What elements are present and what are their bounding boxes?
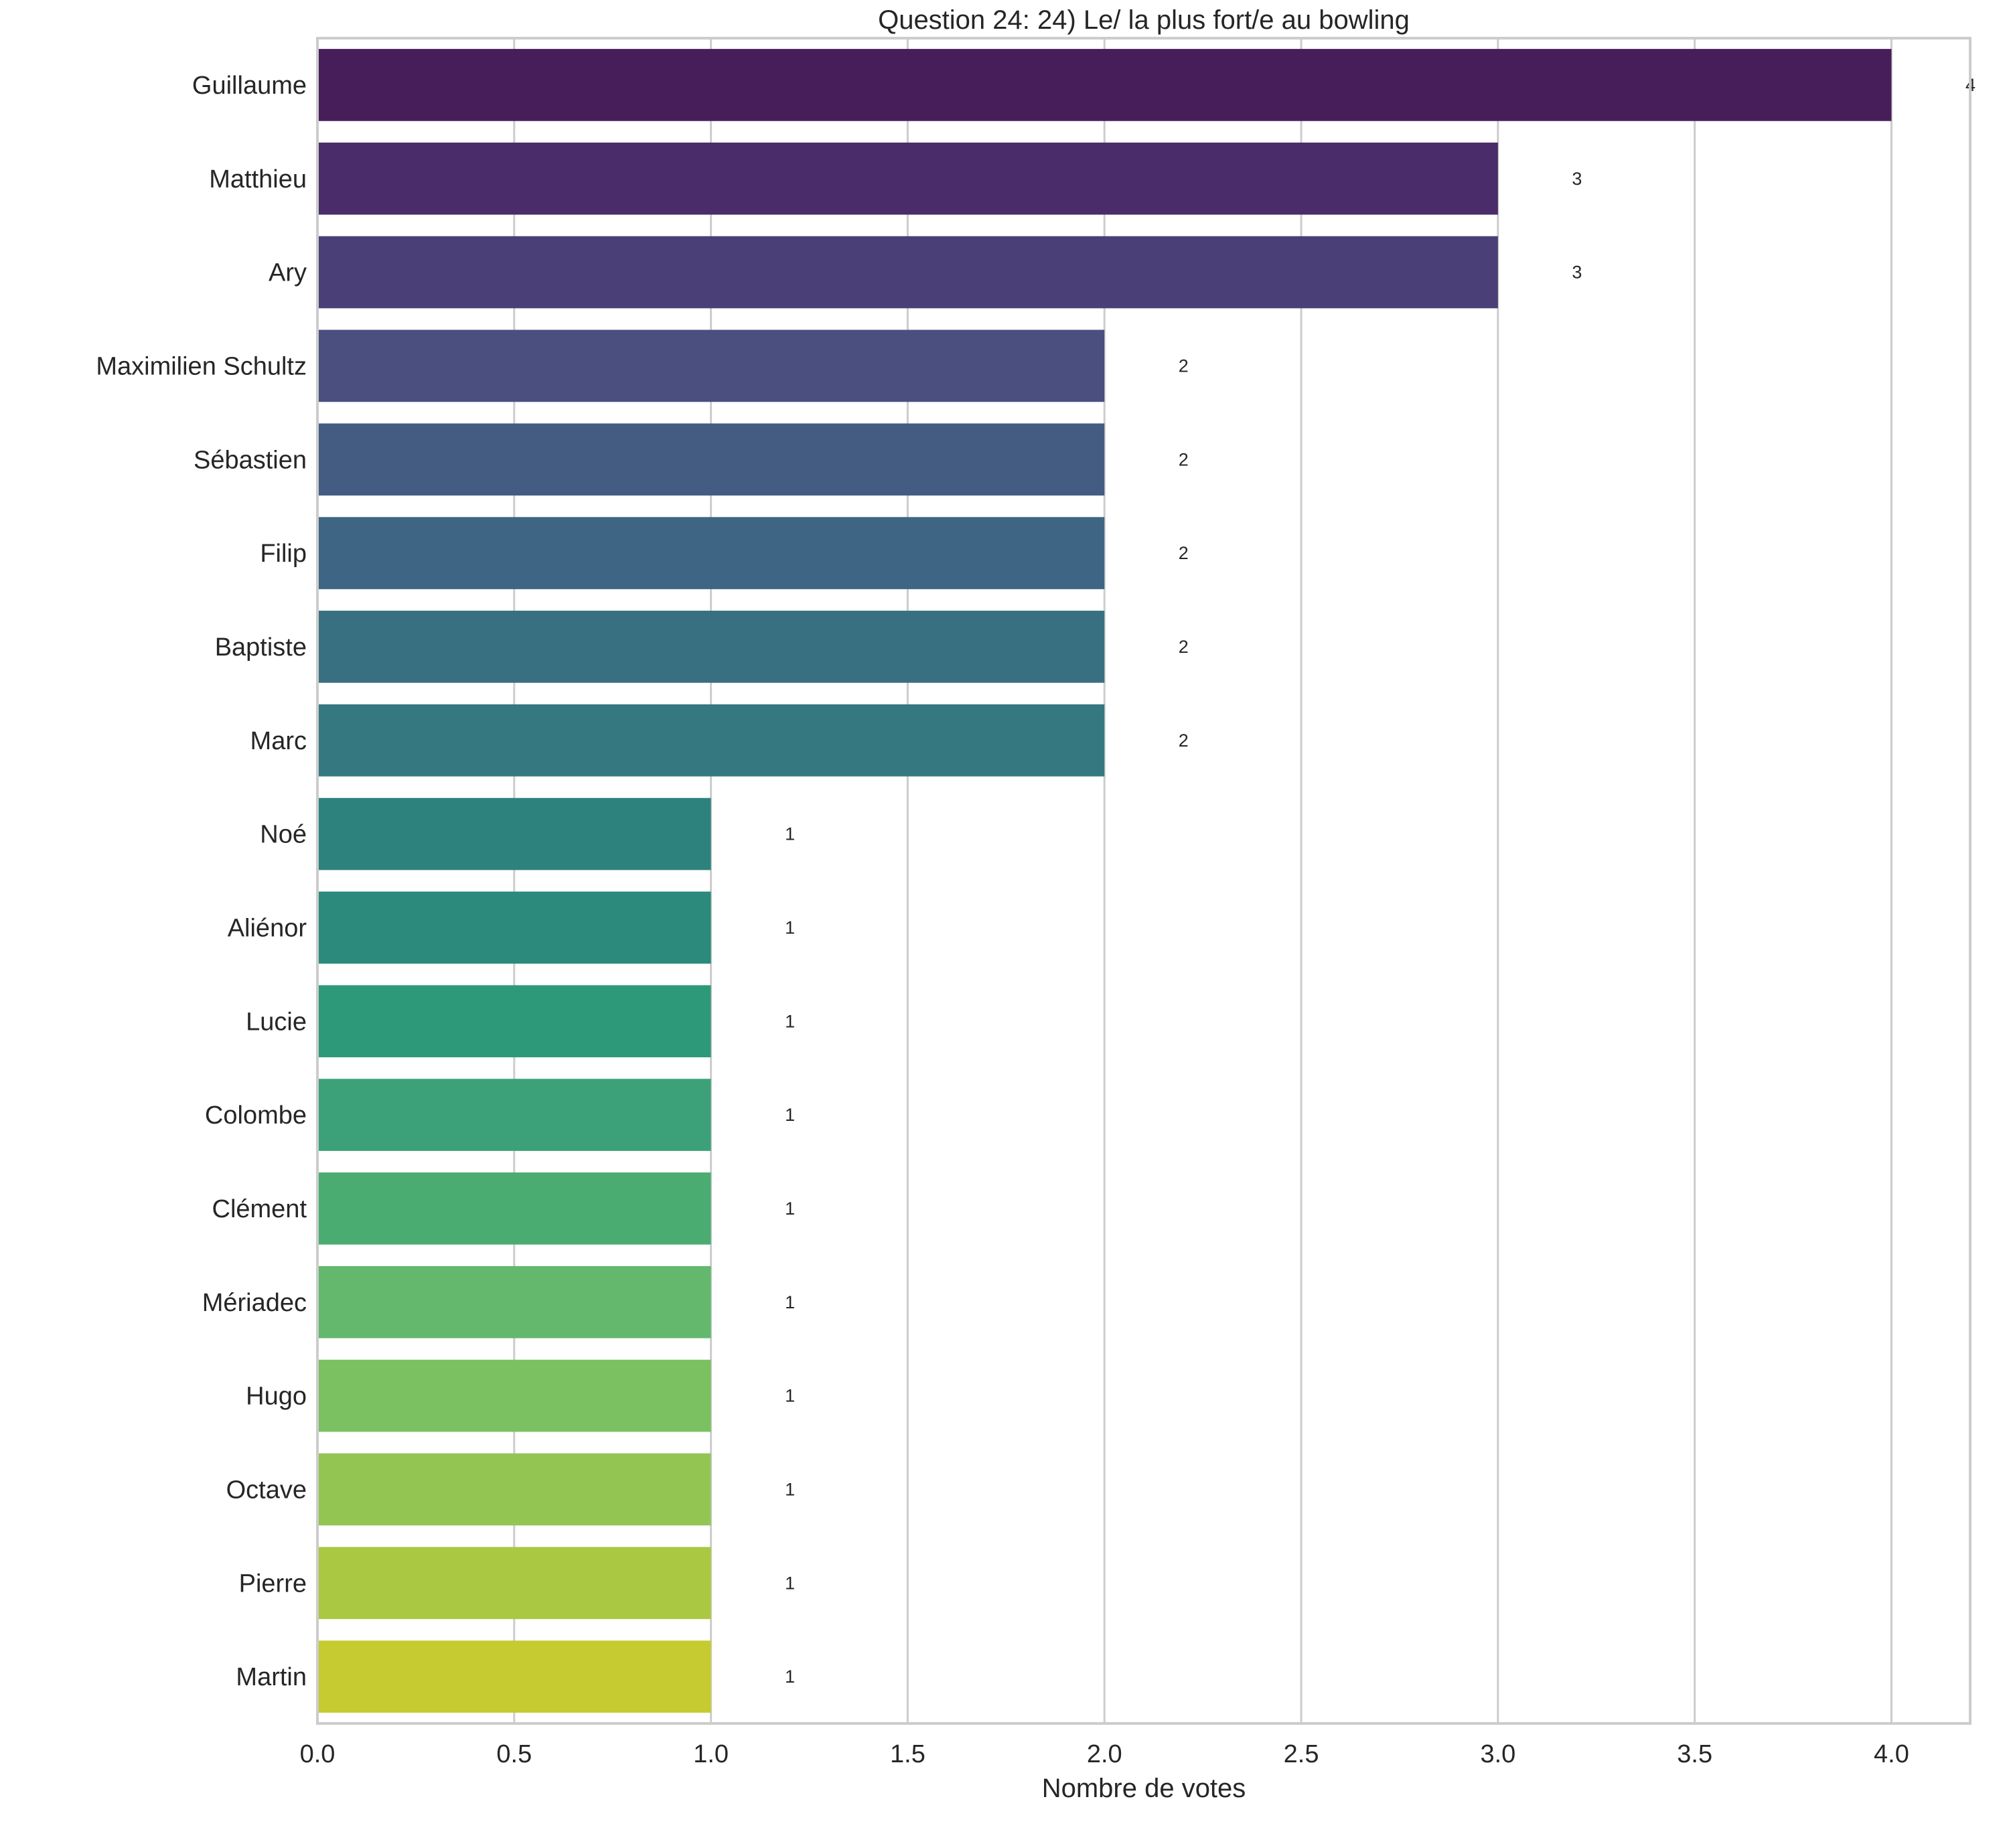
bar-value-label: 2 [1179, 449, 1189, 469]
bar-value-label: 1 [785, 824, 795, 844]
bar [317, 985, 711, 1058]
bar [317, 517, 1105, 589]
x-tick-label: 2.5 [1284, 1740, 1319, 1768]
y-tick-label: Octave [226, 1476, 307, 1504]
bar [317, 1079, 711, 1151]
y-tick-label: Martin [236, 1663, 307, 1691]
bar-value-label: 1 [785, 917, 795, 937]
bar [317, 1640, 711, 1713]
x-tick-label: 1.5 [890, 1740, 925, 1768]
x-tick-label: 3.5 [1677, 1740, 1712, 1768]
y-tick-label: Filip [260, 540, 307, 568]
x-tick-label: 0.5 [496, 1740, 532, 1768]
y-tick-label: Lucie [246, 1008, 307, 1036]
chart-title: Question 24: 24) Le/ la plus fort/e au b… [878, 5, 1410, 35]
bar-value-label: 2 [1179, 730, 1189, 751]
bar-value-label: 1 [785, 1105, 795, 1125]
bar [317, 1172, 711, 1245]
y-tick-label: Noé [260, 821, 307, 849]
x-tick-label: 2.0 [1087, 1740, 1122, 1768]
grid-lines [316, 38, 1892, 1723]
x-tick-labels: 0.0 0.5 1.0 1.5 2.0 2.5 3.0 3.5 4.0 [300, 1740, 1909, 1768]
y-tick-label: Clément [212, 1195, 307, 1223]
y-tick-label: Marc [250, 727, 307, 755]
bar [317, 49, 1892, 121]
bar [317, 797, 711, 870]
plot-frame [316, 37, 1971, 1725]
y-tick-label: Colombe [205, 1101, 307, 1130]
x-tick-label: 0.0 [300, 1740, 336, 1768]
bar-value-label: 2 [1179, 637, 1189, 657]
bar-value-label: 2 [1179, 356, 1189, 376]
bar [317, 704, 1105, 777]
bar-value-label: 1 [785, 1573, 795, 1593]
bar-value-label: 1 [785, 1292, 795, 1312]
bar-value-label: 2 [1179, 543, 1189, 563]
bar [317, 236, 1498, 309]
y-tick-label: Ary [269, 259, 307, 287]
bar-value-label: 1 [785, 1386, 795, 1406]
y-tick-label: Hugo [246, 1383, 307, 1411]
y-tick-label: Matthieu [209, 165, 307, 194]
bar-value-label: 1 [785, 1667, 795, 1687]
x-tick-label: 3.0 [1480, 1740, 1515, 1768]
y-tick-label: Maximilien Schultz [96, 352, 307, 380]
y-tick-label: Sébastien [194, 446, 307, 474]
bar-value-label: 1 [785, 1199, 795, 1219]
bar [317, 891, 711, 964]
bar [317, 329, 1105, 402]
x-axis-label: Nombre de votes [1042, 1774, 1246, 1803]
bar [317, 1453, 711, 1526]
bar [317, 1359, 711, 1432]
y-tick-label: Aliénor [228, 914, 307, 942]
bar [317, 142, 1498, 215]
y-tick-label: Baptiste [215, 633, 307, 662]
bars [317, 49, 1892, 1713]
bar-value-label: 1 [785, 1011, 795, 1031]
y-tick-label: Mériadec [202, 1289, 307, 1317]
bar-value-label: 3 [1572, 262, 1582, 283]
bar [317, 1265, 711, 1338]
y-tick-labels: Guillaume Matthieu Ary Maximilien Schultz Sé… [96, 72, 307, 1691]
bar-value-label: 1 [785, 1479, 795, 1499]
y-tick-label: Guillaume [192, 72, 307, 100]
x-tick-label: 4.0 [1874, 1740, 1909, 1768]
y-tick-label: Pierre [239, 1569, 307, 1598]
x-tick-label: 1.0 [693, 1740, 729, 1768]
bar [317, 611, 1105, 683]
bar [317, 1547, 711, 1620]
bar [317, 423, 1105, 496]
bar-value-label: 3 [1572, 169, 1582, 189]
